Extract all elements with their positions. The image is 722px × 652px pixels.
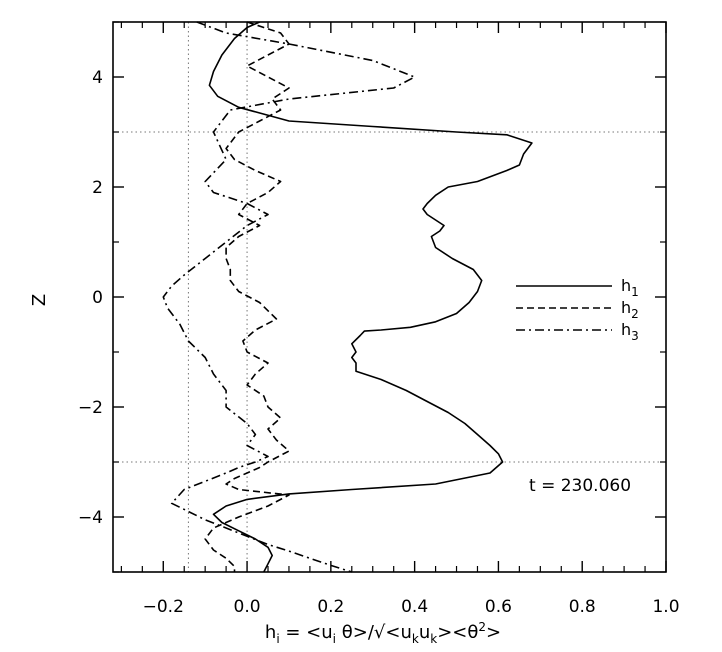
y-tick-label: 0 [92, 288, 103, 308]
axis-ticks [113, 21, 667, 573]
y-tick-label: 2 [92, 178, 103, 198]
legend-label-h1: h1 [621, 276, 639, 299]
y-axis-title: Z [29, 294, 50, 306]
reference-lines [113, 22, 666, 572]
x-tick-label: 0.0 [234, 597, 261, 617]
series-layer [162, 21, 533, 573]
annotation-time: t = 230.060 [529, 476, 631, 496]
x-tick-label: 0.2 [317, 597, 344, 617]
x-axis-title: hi = <ui θ>/√<ukuk><θ2> [265, 620, 501, 646]
tick-labels: −0.2 0.0 0.2 0.4 0.6 0.8 1.0 −4 −2 0 2 4 [78, 68, 680, 617]
x-tick-label: 0.4 [401, 597, 428, 617]
series-line-h2 [204, 21, 290, 572]
y-tick-label: −4 [78, 508, 103, 528]
x-tick-label: 1.0 [652, 597, 679, 617]
y-tick-label: −2 [78, 398, 103, 418]
legend-label-h3: h3 [621, 320, 639, 343]
x-tick-label: −0.2 [143, 597, 184, 617]
series-line-h1 [208, 21, 533, 573]
x-tick-label: 0.6 [485, 597, 512, 617]
y-tick-label: 4 [92, 68, 103, 88]
x-tick-label: 0.8 [569, 597, 596, 617]
legend-label-h2: h2 [621, 298, 639, 321]
